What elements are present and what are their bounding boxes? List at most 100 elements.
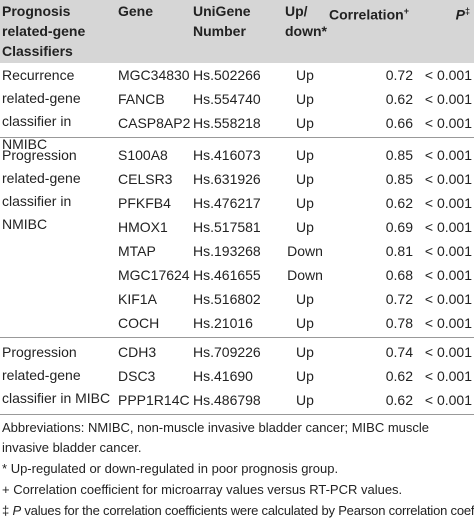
table-cell: 0.72 — [385, 291, 413, 307]
table-cell: Up — [296, 115, 314, 131]
table-cell: Down — [287, 243, 323, 259]
table-cell: < 0.001 — [424, 195, 472, 211]
table-cell: Up — [296, 368, 314, 384]
table-cell: 0.78 — [385, 315, 413, 331]
footnote-text: values for the correlation coefficients … — [24, 503, 474, 518]
table-cell: 0.62 — [385, 392, 413, 408]
table-cell: CASP8AP2 — [118, 115, 191, 131]
footnote: ‡ P values for the correlation coefficie… — [2, 501, 474, 519]
header-text: Up/ down* — [285, 3, 327, 39]
row-divider — [0, 337, 474, 338]
table-cell: PFKFB4 — [118, 195, 171, 211]
table-cell: Hs.476217 — [193, 195, 261, 211]
table-cell: < 0.001 — [424, 267, 472, 283]
table-cell: 0.62 — [385, 195, 413, 211]
header-superscript: + — [403, 6, 409, 16]
footnote: * Up-regulated or down-regulated in poor… — [2, 459, 470, 479]
table-cell: Hs.21016 — [193, 315, 253, 331]
table-cell: Hs.193268 — [193, 243, 261, 259]
table-cell: < 0.001 — [424, 67, 472, 83]
table-cell: 0.85 — [385, 171, 413, 187]
table-cell: Hs.461655 — [193, 267, 261, 283]
table-cell: 0.66 — [385, 115, 413, 131]
table-cell: 0.62 — [385, 368, 413, 384]
table-cell: Hs.416073 — [193, 147, 261, 163]
table-cell: 0.74 — [385, 344, 413, 360]
column-header: UniGene Number — [193, 1, 283, 41]
header-text: Prognosis related-gene Classifiers — [2, 3, 86, 59]
header-text: UniGene Number — [193, 3, 251, 39]
table-cell: Hs.554740 — [193, 91, 261, 107]
table-cell: < 0.001 — [424, 344, 472, 360]
table-cell: Hs.517581 — [193, 219, 261, 235]
header-text: P — [455, 6, 465, 23]
table-cell: Up — [296, 91, 314, 107]
table-cell: 0.85 — [385, 147, 413, 163]
footnote-mark: + — [2, 482, 10, 497]
table-cell: Up — [296, 315, 314, 331]
row-divider — [0, 137, 474, 138]
table-cell: Up — [296, 344, 314, 360]
column-header: Up/ down* — [285, 1, 327, 41]
table-cell: Up — [296, 147, 314, 163]
column-header: Correlation+ — [329, 1, 409, 25]
table-cell: S100A8 — [118, 147, 168, 163]
table-cell: 0.62 — [385, 91, 413, 107]
table-cell: 0.81 — [385, 243, 413, 259]
table-cell: Down — [287, 267, 323, 283]
table-cell: Up — [296, 392, 314, 408]
table-cell: CELSR3 — [118, 171, 173, 187]
group-label: Progression related-gene classifier in M… — [2, 344, 111, 406]
group-label: Progression related-gene classifier in N… — [2, 147, 81, 232]
footnote-text: Up-regulated or down-regulated in poor p… — [10, 461, 339, 476]
table-cell: KIF1A — [118, 291, 157, 307]
footnote-italic: P — [12, 503, 21, 518]
header-text: Gene — [118, 3, 154, 19]
table-cell: DSC3 — [118, 368, 156, 384]
footnote-mark: * — [2, 461, 8, 476]
table-cell: COCH — [118, 315, 160, 331]
table-cell: CDH3 — [118, 344, 157, 360]
table-cell: < 0.001 — [424, 291, 472, 307]
table-cell: Up — [296, 291, 314, 307]
header-superscript: ‡ — [464, 6, 470, 16]
table-cell: < 0.001 — [424, 91, 472, 107]
table-cell: MGC34830 — [118, 67, 190, 83]
column-header: Prognosis related-gene Classifiers — [2, 1, 114, 61]
footnote: + Correlation coefficient for microarray… — [2, 480, 470, 500]
table-cell: Hs.41690 — [193, 368, 253, 384]
table-cell: MGC17624 — [118, 267, 190, 283]
table-cell: MTAP — [118, 243, 156, 259]
table-cell: Up — [296, 171, 314, 187]
table-cell: HMOX1 — [118, 219, 168, 235]
table-cell: 0.72 — [385, 67, 413, 83]
table-cell: < 0.001 — [424, 392, 472, 408]
row-divider — [0, 414, 474, 415]
table-cell: FANCB — [118, 91, 165, 107]
table-cell: PPP1R14C — [118, 392, 190, 408]
footnote-text: Correlation coefficient for microarray v… — [13, 482, 403, 497]
table-cell: < 0.001 — [424, 171, 472, 187]
column-header: P‡ — [456, 1, 470, 25]
table-cell: Hs.631926 — [193, 171, 261, 187]
footnote: Abbreviations: NMIBC, non-muscle invasiv… — [2, 418, 470, 458]
table-cell: 0.68 — [385, 267, 413, 283]
header-text: Correlation — [329, 6, 404, 23]
table-cell: Hs.709226 — [193, 344, 261, 360]
footnote-text: Abbreviations: NMIBC, non-muscle invasiv… — [2, 420, 430, 455]
table-cell: Up — [296, 195, 314, 211]
table-cell: < 0.001 — [424, 368, 472, 384]
table-cell: 0.69 — [385, 219, 413, 235]
table-cell: Up — [296, 67, 314, 83]
table-cell: < 0.001 — [424, 315, 472, 331]
table-cell: < 0.001 — [424, 243, 472, 259]
table-cell: Hs.558218 — [193, 115, 261, 131]
table-cell: < 0.001 — [424, 219, 472, 235]
table-cell: < 0.001 — [424, 115, 472, 131]
table-cell: Hs.516802 — [193, 291, 261, 307]
column-header: Gene — [118, 1, 153, 21]
table-cell: Up — [296, 219, 314, 235]
table-cell: Hs.486798 — [193, 392, 261, 408]
footnote-mark: ‡ — [2, 503, 10, 518]
